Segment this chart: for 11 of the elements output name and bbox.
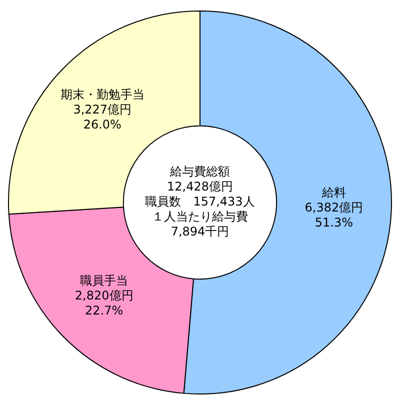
text: 7,894千円 bbox=[170, 224, 230, 239]
text: 12,428億円 bbox=[167, 180, 233, 194]
slice-label: 給料 bbox=[320, 185, 346, 200]
text: 職員数 157,433人 bbox=[145, 194, 255, 209]
slice-label: 職員手当 bbox=[80, 273, 128, 288]
text: １人当たり給与費 bbox=[152, 210, 248, 224]
data-label: 6,382億円 51.3% bbox=[304, 200, 364, 230]
data-label: 3,227億円 26.0% bbox=[73, 102, 132, 132]
data-label: 2,820億円 22.7% bbox=[74, 288, 134, 318]
slice-label: 期末・勤勉手当 bbox=[60, 88, 144, 102]
text: 給与費総額 bbox=[169, 164, 230, 179]
